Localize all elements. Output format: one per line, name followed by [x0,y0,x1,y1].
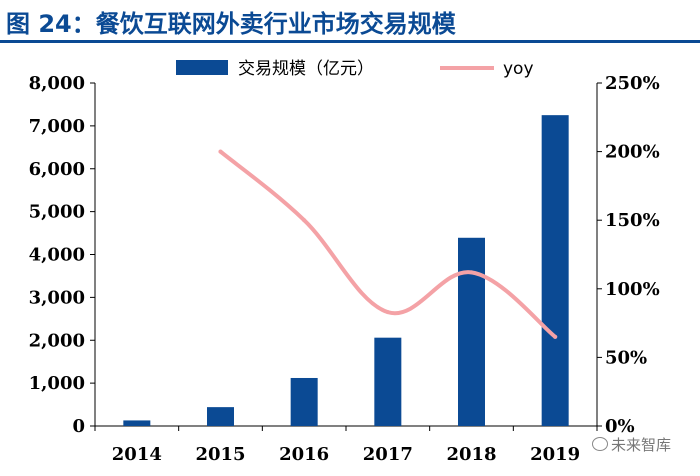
y-right-tick-label: 250% [605,73,660,94]
bar [374,337,402,426]
x-tick-label: 2018 [446,444,496,465]
page-title: 图 24：餐饮互联网外卖行业市场交易规模 [6,10,456,38]
watermark-icon [592,437,608,451]
yoy-point [469,270,474,275]
y-left-tick-label: 8,000 [29,73,85,94]
x-tick-label: 2014 [112,444,162,465]
y-left-tick-label: 3,000 [29,287,85,308]
yoy-point [218,149,223,154]
yoy-point [385,310,390,315]
y-left-tick-label: 2,000 [29,330,85,351]
y-left-tick-label: 5,000 [29,202,85,223]
yoy-point [302,218,307,223]
y-left-tick-label: 4,000 [29,245,85,266]
watermark-text: 未来智库 [611,436,672,454]
y-right-tick-label: 100% [605,279,660,300]
bar [290,377,318,426]
y-left-tick-label: 0 [72,416,85,437]
x-tick-label: 2015 [195,444,245,465]
watermark: 未来智库 [592,434,671,455]
legend-swatch-bars [176,60,228,75]
y-right-tick-label: 0% [605,416,635,437]
y-right-tick-label: 150% [605,210,660,231]
yoy-line [218,149,558,339]
bar [123,420,151,426]
bar [207,407,234,426]
x-tick-label: 2016 [279,444,329,465]
bar [541,115,569,426]
y-right-tick-label: 200% [605,142,660,163]
x-tick-label: 2019 [530,444,580,465]
legend-label-line: yoy [503,59,534,79]
y-left-tick-label: 6,000 [29,159,85,180]
bar [458,237,485,426]
legend-label-bars: 交易规模（亿元） [238,59,374,79]
y-right-tick-label: 50% [605,347,647,368]
y-left-tick-label: 7,000 [29,116,85,137]
title-rule [0,40,700,43]
title-bar: 图 24：餐饮互联网外卖行业市场交易规模 [0,0,700,44]
x-tick-label: 2017 [363,444,413,465]
yoy-point [553,334,558,339]
y-left-tick-label: 1,000 [29,373,85,394]
